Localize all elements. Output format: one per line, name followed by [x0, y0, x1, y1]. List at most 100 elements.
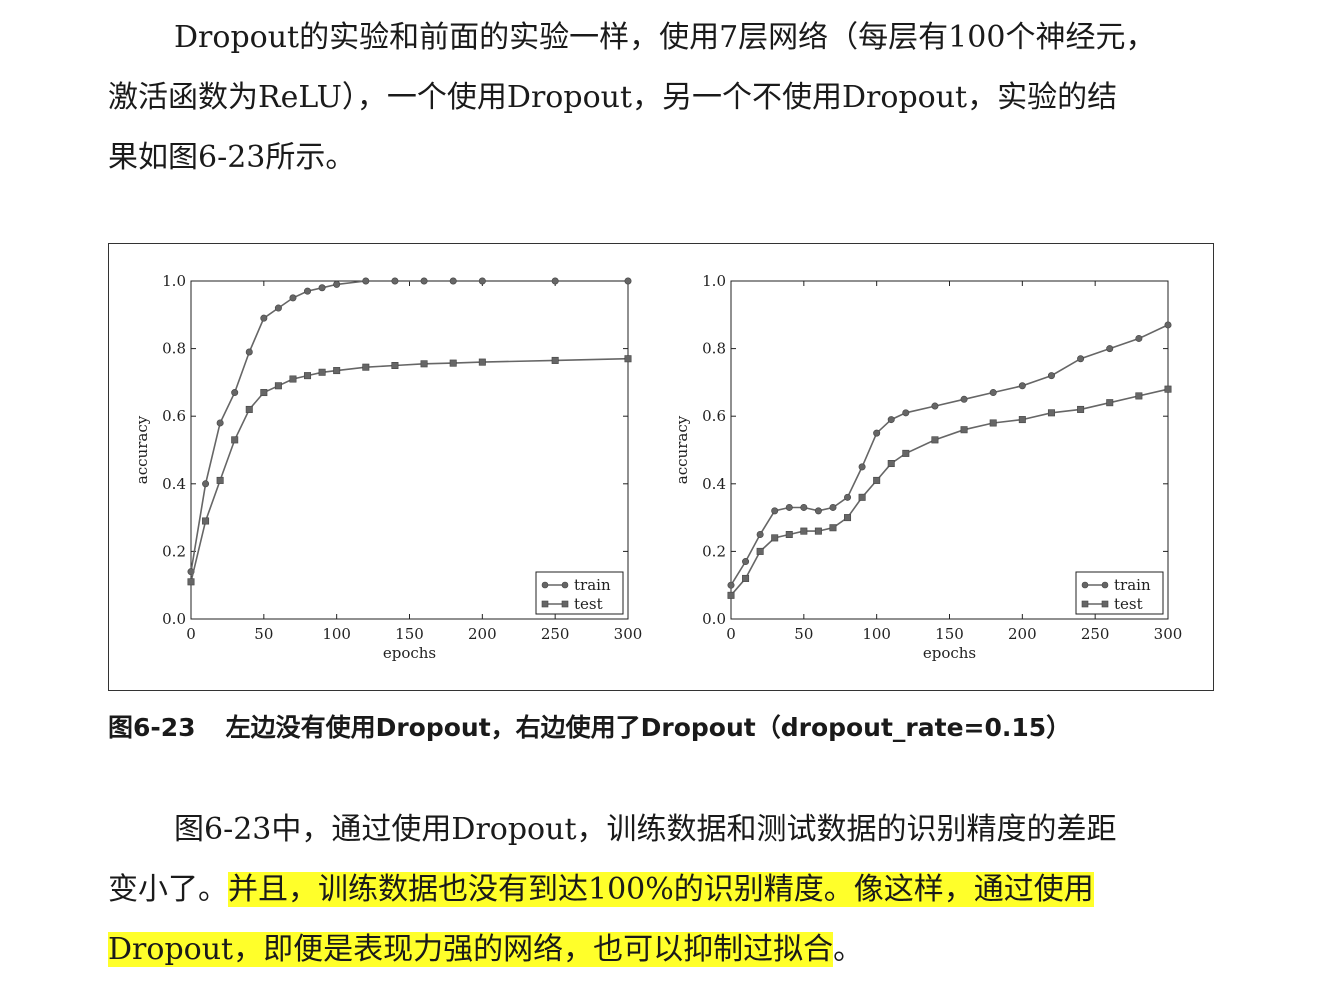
series-line-test: [730, 388, 1169, 596]
x-tick-label: 250: [1081, 625, 1110, 643]
chart-without-dropout: 0.0 0.2 0.4 0.6 0.8 1.0 0 50 100 150 200 250 300 epoc…: [133, 272, 643, 662]
legend-label-train: train: [574, 576, 611, 594]
legend-label-train: train: [1114, 576, 1151, 594]
data-point-test: [333, 367, 341, 375]
data-point-test: [420, 360, 428, 368]
legend-marker-test: [541, 600, 549, 608]
data-point-test: [844, 514, 852, 522]
data-point-train: [800, 503, 808, 511]
data-point-test: [362, 363, 370, 371]
x-tick-label: 0: [186, 625, 196, 643]
y-tick-label: 0.8: [702, 340, 726, 358]
y-tick-label: 0.6: [162, 407, 186, 425]
legend-marker-test: [1101, 600, 1109, 608]
y-tick-label: 0.2: [702, 542, 726, 560]
data-point-test: [1106, 399, 1114, 407]
data-point-train: [624, 277, 632, 285]
data-point-test: [814, 527, 822, 535]
data-point-train: [756, 530, 764, 538]
legend-marker-test: [561, 600, 569, 608]
data-point-test: [902, 449, 910, 457]
outro-line-3-highlight: Dropout，即便是表现力强的网络，也可以抑制过拟合: [108, 932, 834, 967]
data-point-test: [989, 419, 997, 427]
data-point-train: [858, 463, 866, 471]
data-point-train: [887, 416, 895, 424]
figure-6-23: 0.0 0.2 0.4 0.6 0.8 1.0 0 50 100 150 200 250 300 epoc…: [108, 243, 1214, 691]
y-tick-label: 0.8: [162, 340, 186, 358]
y-tick-label: 1.0: [702, 272, 726, 290]
data-point-test: [931, 436, 939, 444]
x-tick-label: 200: [1008, 625, 1037, 643]
data-point-train: [551, 277, 559, 285]
legend-label-test: test: [574, 595, 603, 613]
legend-box: [535, 571, 624, 615]
data-point-train: [1164, 321, 1172, 329]
data-point-train: [1018, 382, 1026, 390]
data-point-test: [231, 436, 239, 444]
series-line-train: [730, 324, 1169, 586]
figure-caption-label: 图6-23: [108, 713, 196, 742]
outro-line-2-highlight: 并且，训练数据也没有到达100%的识别精度。像这样，通过使用: [228, 872, 1094, 907]
outro-line-1: 图6-23中，通过使用Dropout，训练数据和测试数据的识别精度的差距: [174, 812, 1117, 847]
legend-marker-train: [561, 581, 569, 589]
y-tick-label: 0.4: [162, 475, 186, 493]
y-tick-label: 0.0: [702, 610, 726, 628]
data-point-train: [814, 507, 822, 515]
data-point-test: [449, 359, 457, 367]
data-point-train: [989, 389, 997, 397]
data-point-test: [478, 358, 486, 366]
x-tick-label: 0: [726, 625, 736, 643]
data-point-train: [1047, 372, 1055, 380]
data-point-test: [1135, 392, 1143, 400]
x-tick-label: 150: [935, 625, 964, 643]
data-point-test: [829, 524, 837, 532]
data-point-train: [931, 402, 939, 410]
data-point-train: [1077, 355, 1085, 363]
data-point-train: [1106, 345, 1114, 353]
data-point-test: [756, 547, 764, 555]
legend-marker-train: [1101, 581, 1109, 589]
legend-marker-train: [1081, 581, 1089, 589]
data-point-train: [727, 581, 735, 589]
series-line-test: [190, 357, 629, 582]
data-point-test: [274, 382, 282, 390]
figure-caption-text: 左边没有使用Dropout，右边使用了Dropout（dropout_rate=…: [225, 713, 1072, 742]
x-axis-label: epochs: [383, 644, 436, 662]
data-point-train: [289, 294, 297, 302]
intro-line-2: 激活函数为ReLU），一个使用Dropout，另一个不使用Dropout，实验的…: [108, 80, 1118, 115]
data-point-train: [274, 304, 282, 312]
data-point-test: [1077, 405, 1085, 413]
data-point-train: [771, 507, 779, 515]
data-point-train: [260, 314, 268, 322]
data-point-test: [1018, 416, 1026, 424]
legend-box: [1075, 571, 1164, 615]
y-tick-label: 0.6: [702, 407, 726, 425]
intro-paragraph: Dropout的实验和前面的实验一样，使用7层网络（每层有100个神经元， 激活…: [108, 8, 1216, 188]
data-point-train: [844, 493, 852, 501]
figure-caption: 图6-23 左边没有使用Dropout，右边使用了Dropout（dropout_…: [108, 708, 1071, 744]
x-tick-label: 50: [794, 625, 813, 643]
series-line-train: [190, 280, 628, 572]
data-point-test: [216, 476, 224, 484]
y-tick-label: 0.0: [162, 610, 186, 628]
data-point-test: [202, 517, 210, 525]
x-tick-label: 250: [541, 625, 570, 643]
data-point-train: [318, 284, 326, 292]
y-tick-label: 0.2: [162, 542, 186, 560]
x-tick-label: 150: [395, 625, 424, 643]
outro-line-3: Dropout，即便是表现力强的网络，也可以抑制过拟合。: [108, 920, 1216, 980]
x-axis-label: epochs: [923, 644, 976, 662]
data-point-train: [742, 558, 750, 566]
x-tick-label: 100: [322, 625, 351, 643]
data-point-test: [187, 578, 195, 586]
data-point-test: [771, 534, 779, 542]
x-tick-label: 50: [254, 625, 273, 643]
data-point-test: [858, 493, 866, 501]
data-point-test: [873, 476, 881, 484]
x-tick-label: 300: [614, 625, 643, 643]
data-point-test: [245, 405, 253, 413]
data-point-train: [902, 409, 910, 417]
plot-frame: [730, 280, 1169, 620]
data-point-train: [202, 480, 210, 488]
